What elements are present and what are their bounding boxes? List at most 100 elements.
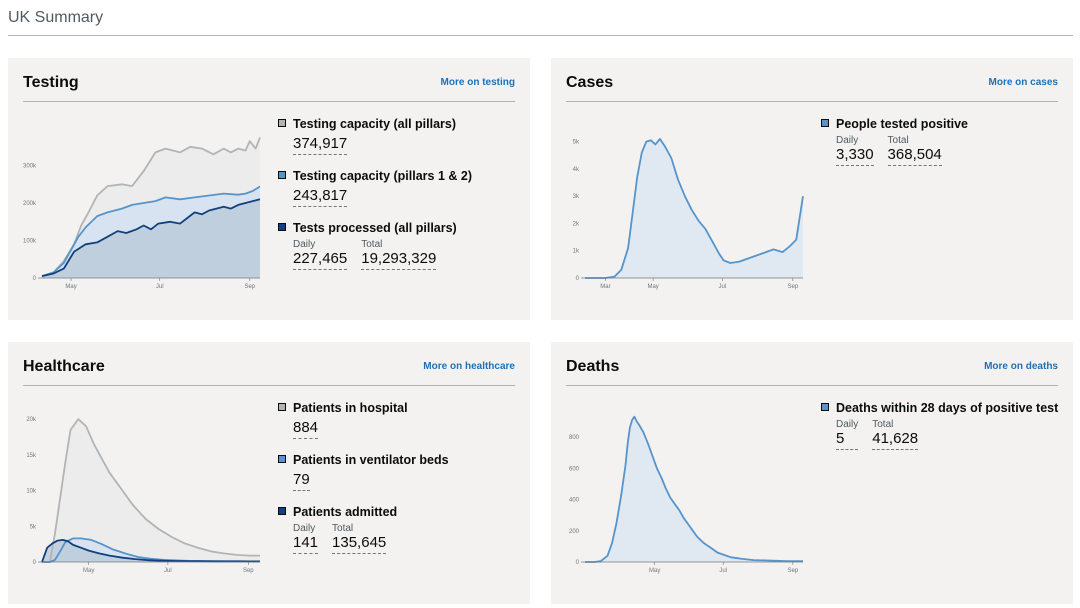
y-tick-label: 1k: [573, 249, 580, 255]
metric-patients-admitted: Patients admitted Daily 141 Total 135,645: [278, 503, 518, 554]
daily-value[interactable]: 3,330: [836, 146, 874, 166]
deaths-card-header: Deaths More on deaths: [566, 342, 1058, 386]
deaths-card-title: Deaths: [566, 358, 620, 375]
more-on-healthcare-link[interactable]: More on healthcare: [423, 361, 515, 372]
metric-label: Patients in ventilator beds: [293, 453, 449, 467]
y-tick-label: 0: [33, 276, 37, 282]
y-tick-label: 100k: [23, 239, 37, 245]
deaths-chart: May Jul Sep 0 200 400 600 800: [569, 415, 803, 574]
total-value[interactable]: 368,504: [887, 146, 942, 166]
metric-label: Deaths within 28 days of positive test: [836, 401, 1059, 415]
series-area-0: [585, 416, 803, 562]
series-line-2: [41, 198, 261, 277]
cases-card-title: Cases: [566, 74, 614, 91]
series-line-2: [41, 539, 260, 563]
total-label: Total: [887, 135, 909, 146]
x-tick-label: May: [649, 568, 660, 574]
metric-people-tested-positive: People tested positive Daily 3,330 Total 3…: [821, 115, 1061, 166]
page-title: UK Summary: [8, 9, 104, 26]
testing-card-header: Testing More on testing: [23, 58, 515, 102]
tests-processed-swatch: [278, 223, 286, 231]
y-tick-label: 300k: [23, 164, 37, 170]
patients-ventilator-swatch: [278, 455, 286, 463]
patients-in-hospital-swatch: [278, 403, 286, 411]
cases-metrics: People tested positive Daily 3,330 Total 3…: [821, 115, 1061, 178]
testing-capacity-pillars-swatch: [278, 171, 286, 179]
testing-card: Testing More on testing May Jul Sep 0 100k 20…: [8, 58, 530, 320]
y-tick-label: 200k: [23, 201, 37, 207]
healthcare-card-header: Healthcare More on healthcare: [23, 342, 515, 386]
series-line-0: [585, 415, 803, 563]
x-tick-label: May: [83, 568, 94, 574]
daily-label: Daily: [293, 239, 316, 250]
series-line-1: [41, 185, 261, 277]
total-label: Total: [361, 239, 383, 250]
cases-chart: Mar May Jul Sep 0 1k 2k 3k 4k 5k: [573, 138, 804, 290]
x-tick-label: Sep: [244, 284, 255, 290]
healthcare-metrics: Patients in hospital 884 Patients in ven…: [278, 399, 518, 566]
y-tick-label: 5k: [573, 140, 580, 146]
y-tick-label: 4k: [573, 167, 580, 173]
series-area-0: [42, 419, 260, 562]
series-line-0: [585, 138, 804, 279]
cases-card: Cases More on cases Mar May Jul Sep 0 1k 2k 3k 4…: [551, 58, 1073, 320]
metric-value[interactable]: 374,917: [293, 135, 348, 155]
series-area-2: [42, 199, 260, 278]
more-on-cases-link[interactable]: More on cases: [988, 77, 1058, 88]
total-label: Total: [332, 523, 354, 534]
y-tick-label: 0: [576, 276, 580, 282]
series-area-0: [585, 138, 803, 278]
x-tick-label: Jul: [156, 284, 164, 290]
more-on-testing-link[interactable]: More on testing: [440, 77, 515, 88]
y-tick-label: 400: [569, 498, 580, 504]
healthcare-chart: May Jul Sep 0 5k 10k 15k 20k: [26, 417, 260, 574]
metric-value[interactable]: 884: [293, 419, 319, 439]
cases-card-header: Cases More on cases: [566, 58, 1058, 102]
more-on-deaths-link[interactable]: More on deaths: [984, 361, 1058, 372]
x-tick-label: Sep: [787, 284, 798, 290]
series-area-2: [42, 539, 260, 562]
x-tick-label: Jul: [164, 568, 172, 574]
x-tick-label: Jul: [719, 284, 727, 290]
daily-value[interactable]: 141: [293, 534, 319, 554]
y-tick-label: 800: [569, 435, 580, 441]
x-tick-label: May: [65, 284, 76, 290]
metric-label: Testing capacity (pillars 1 & 2): [293, 169, 472, 183]
daily-value[interactable]: 5: [836, 430, 859, 450]
deaths-28-days-swatch: [821, 403, 829, 411]
x-tick-label: Sep: [788, 568, 799, 574]
healthcare-card: Healthcare More on healthcare May Jul Sep 0…: [8, 342, 530, 604]
y-tick-label: 5k: [30, 524, 37, 530]
people-tested-positive-swatch: [821, 119, 829, 127]
patients-admitted-swatch: [278, 507, 286, 515]
metric-label: People tested positive: [836, 117, 968, 131]
deaths-card: Deaths More on deaths May Jul Sep 0 200 400 60…: [551, 342, 1073, 604]
total-value[interactable]: 19,293,329: [361, 250, 437, 270]
y-tick-label: 10k: [26, 489, 37, 495]
metric-label: Patients admitted: [293, 505, 398, 519]
metric-patients-ventilator: Patients in ventilator beds 79: [278, 451, 518, 491]
testing-chart: May Jul Sep 0 100k 200k 300k: [23, 137, 261, 290]
x-tick-label: Sep: [243, 568, 254, 574]
daily-label: Daily: [836, 135, 859, 146]
daily-label: Daily: [293, 523, 316, 534]
metric-label: Testing capacity (all pillars): [293, 117, 457, 131]
metric-deaths-28-days: Deaths within 28 days of positive test D…: [821, 399, 1061, 450]
y-tick-label: 15k: [26, 453, 37, 459]
total-label: Total: [872, 419, 894, 430]
testing-capacity-all-swatch: [278, 119, 286, 127]
metric-value[interactable]: 243,817: [293, 187, 348, 207]
total-value[interactable]: 135,645: [332, 534, 387, 554]
healthcare-card-title: Healthcare: [23, 358, 105, 375]
y-tick-label: 0: [33, 560, 37, 566]
metric-label: Tests processed (all pillars): [293, 221, 457, 235]
x-tick-label: Jul: [719, 568, 727, 574]
series-line-0: [42, 418, 260, 563]
daily-label: Daily: [836, 419, 859, 430]
y-tick-label: 20k: [26, 417, 37, 423]
daily-value[interactable]: 227,465: [293, 250, 348, 270]
testing-card-title: Testing: [23, 74, 79, 91]
metric-value[interactable]: 79: [293, 471, 310, 491]
metric-patients-in-hospital: Patients in hospital 884: [278, 399, 518, 439]
total-value[interactable]: 41,628: [872, 430, 919, 450]
